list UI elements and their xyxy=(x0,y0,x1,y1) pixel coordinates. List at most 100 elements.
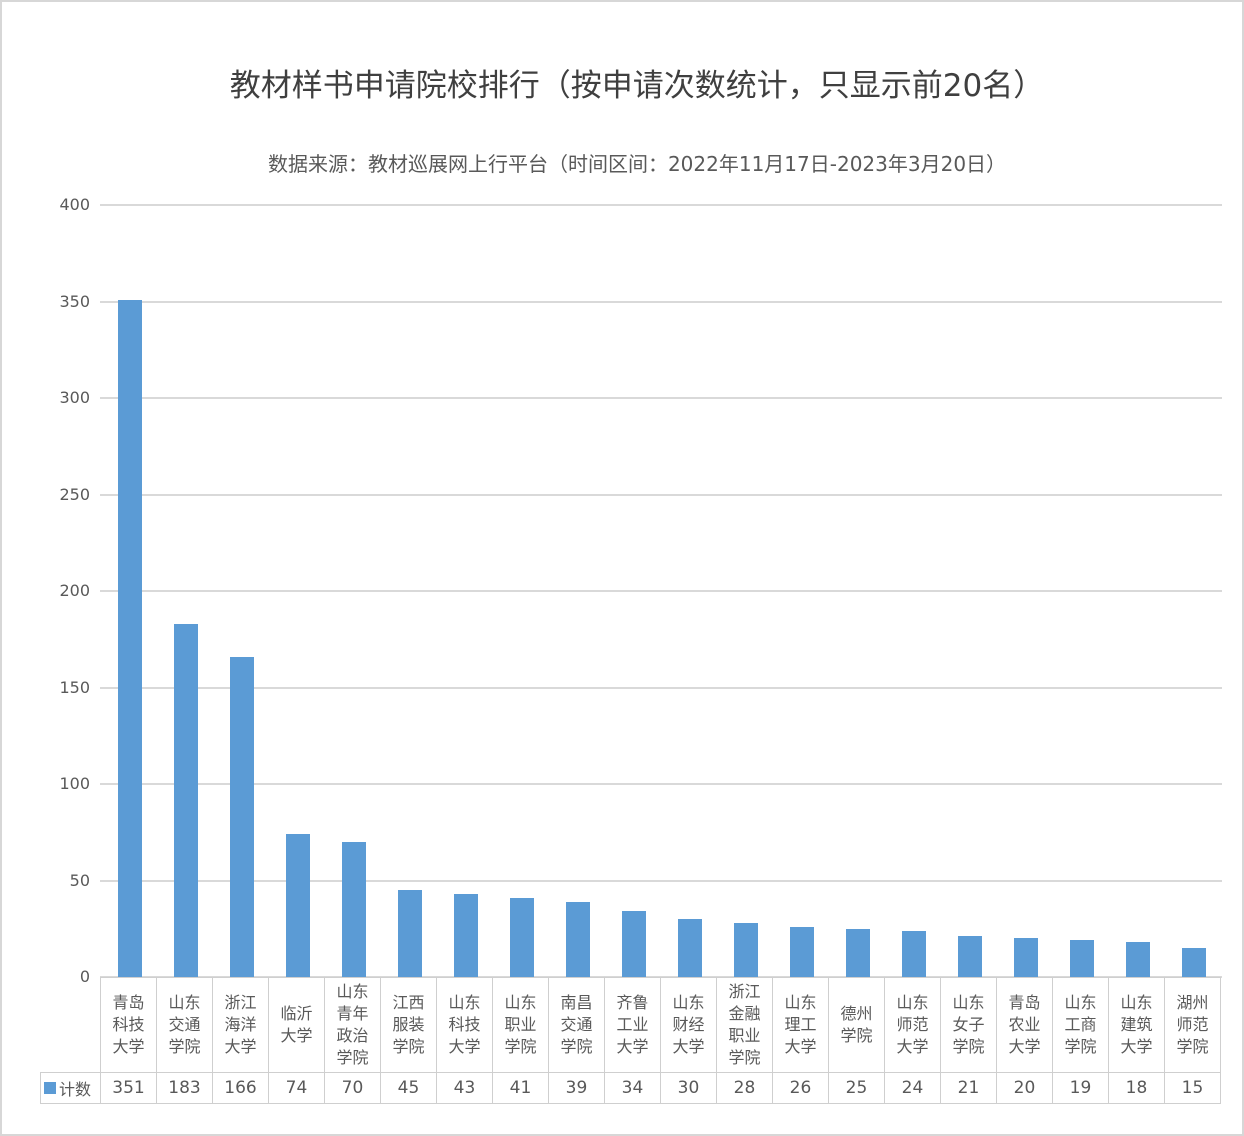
category-cell: 山东工商学院 xyxy=(1052,977,1109,1073)
category-label: 山东财经大学 xyxy=(672,993,705,1056)
bar xyxy=(566,901,590,977)
legend-key: 计数 xyxy=(40,1072,101,1104)
gridline xyxy=(100,686,1222,689)
bar xyxy=(734,922,758,977)
value-cell: 43 xyxy=(436,1072,493,1104)
value-label: 18 xyxy=(1125,1078,1148,1098)
value-label: 351 xyxy=(112,1078,145,1098)
value-cell: 74 xyxy=(268,1072,325,1104)
legend-label: 计数 xyxy=(59,1080,92,1099)
value-cell: 24 xyxy=(884,1072,941,1104)
category-cell: 山东科技大学 xyxy=(436,977,493,1073)
bar xyxy=(622,911,646,977)
bar xyxy=(342,841,366,977)
y-axis-tick-label: 200 xyxy=(59,581,90,600)
category-cell: 青岛科技大学 xyxy=(100,977,157,1073)
category-cell: 江西服装学院 xyxy=(380,977,437,1073)
category-label: 临沂大学 xyxy=(280,1004,313,1045)
bar xyxy=(510,897,534,977)
category-label: 浙江海洋大学 xyxy=(224,993,257,1056)
chart-title: 教材样书申请院校排行（按申请次数统计，只显示前20名） xyxy=(229,68,1045,104)
value-cell: 39 xyxy=(548,1072,605,1104)
value-label: 21 xyxy=(957,1078,980,1098)
bar xyxy=(1070,940,1094,977)
value-label: 26 xyxy=(789,1078,812,1098)
category-cell: 山东建筑大学 xyxy=(1108,977,1165,1073)
category-label: 浙江金融职业学院 xyxy=(728,982,761,1067)
chart-subtitle: 数据来源：教材巡展网上行平台（时间区间：2022年11月17日-2023年3月2… xyxy=(267,152,1007,176)
value-cell: 26 xyxy=(772,1072,829,1104)
bar xyxy=(398,890,422,977)
legend-marker-icon xyxy=(44,1082,56,1094)
y-axis-tick-label: 0 xyxy=(79,967,90,986)
category-cell: 德州学院 xyxy=(828,977,885,1073)
gridline xyxy=(100,590,1222,592)
value-label: 166 xyxy=(224,1078,257,1098)
value-label: 19 xyxy=(1069,1078,1092,1098)
y-axis-tick-label: 350 xyxy=(59,291,90,311)
category-label: 齐鲁工业大学 xyxy=(616,993,649,1056)
category-cell: 浙江海洋大学 xyxy=(212,977,269,1073)
bar xyxy=(286,834,310,977)
value-label: 34 xyxy=(621,1078,644,1098)
bar xyxy=(230,656,254,977)
category-label: 山东职业学院 xyxy=(504,993,537,1056)
y-axis-tick-label: 400 xyxy=(59,195,90,214)
bar xyxy=(1126,942,1150,977)
value-label: 24 xyxy=(901,1078,924,1098)
bar xyxy=(678,919,702,977)
value-label: 45 xyxy=(397,1078,420,1098)
value-cell: 34 xyxy=(604,1072,661,1104)
category-cell: 山东女子学院 xyxy=(940,977,997,1073)
bar xyxy=(454,894,478,977)
category-cell: 临沂大学 xyxy=(268,977,325,1073)
category-label: 青岛科技大学 xyxy=(112,993,145,1056)
value-cell: 45 xyxy=(380,1072,437,1104)
gridline xyxy=(100,879,1222,882)
value-label: 183 xyxy=(168,1078,201,1098)
category-cell: 青岛农业大学 xyxy=(996,977,1053,1073)
value-label: 70 xyxy=(341,1078,364,1098)
category-label: 山东理工大学 xyxy=(784,993,817,1056)
value-cell: 351 xyxy=(100,1072,157,1104)
value-cell: 25 xyxy=(828,1072,885,1104)
category-label: 青岛农业大学 xyxy=(1008,993,1041,1056)
value-cell: 30 xyxy=(660,1072,717,1104)
value-label: 41 xyxy=(509,1078,532,1098)
bar xyxy=(958,936,982,977)
category-cell: 山东职业学院 xyxy=(492,977,549,1073)
category-label: 山东交通学院 xyxy=(168,993,201,1056)
bar xyxy=(846,928,870,977)
category-label: 山东青年政治学院 xyxy=(336,982,369,1067)
category-cell: 南昌交通学院 xyxy=(548,977,605,1073)
category-label: 山东师范大学 xyxy=(896,993,929,1056)
y-axis-tick-label: 150 xyxy=(59,677,90,697)
value-label: 43 xyxy=(453,1078,476,1098)
bar xyxy=(174,623,198,977)
value-cell: 15 xyxy=(1164,1072,1221,1104)
bar xyxy=(790,926,814,977)
category-cell: 山东交通学院 xyxy=(156,977,213,1073)
category-label: 湖州师范学院 xyxy=(1176,993,1209,1056)
value-cell: 183 xyxy=(156,1072,213,1104)
gridline xyxy=(100,204,1222,206)
y-axis-tick-label: 100 xyxy=(59,774,90,793)
y-axis-tick-label: 250 xyxy=(59,484,90,504)
gridline xyxy=(100,493,1222,496)
value-cell: 166 xyxy=(212,1072,269,1104)
category-cell: 山东青年政治学院 xyxy=(324,977,381,1073)
category-label: 山东建筑大学 xyxy=(1120,993,1153,1056)
gridline xyxy=(100,300,1222,303)
value-label: 74 xyxy=(285,1078,308,1098)
category-cell: 湖州师范学院 xyxy=(1164,977,1221,1073)
category-label: 江西服装学院 xyxy=(392,993,425,1056)
gridline xyxy=(100,783,1222,785)
bar xyxy=(1182,948,1206,977)
gridline xyxy=(100,397,1222,399)
value-cell: 18 xyxy=(1108,1072,1165,1104)
value-label: 25 xyxy=(845,1078,868,1098)
value-label: 39 xyxy=(565,1078,588,1098)
y-axis-tick-label: 50 xyxy=(69,870,90,890)
bar xyxy=(118,299,142,977)
category-cell: 山东财经大学 xyxy=(660,977,717,1073)
